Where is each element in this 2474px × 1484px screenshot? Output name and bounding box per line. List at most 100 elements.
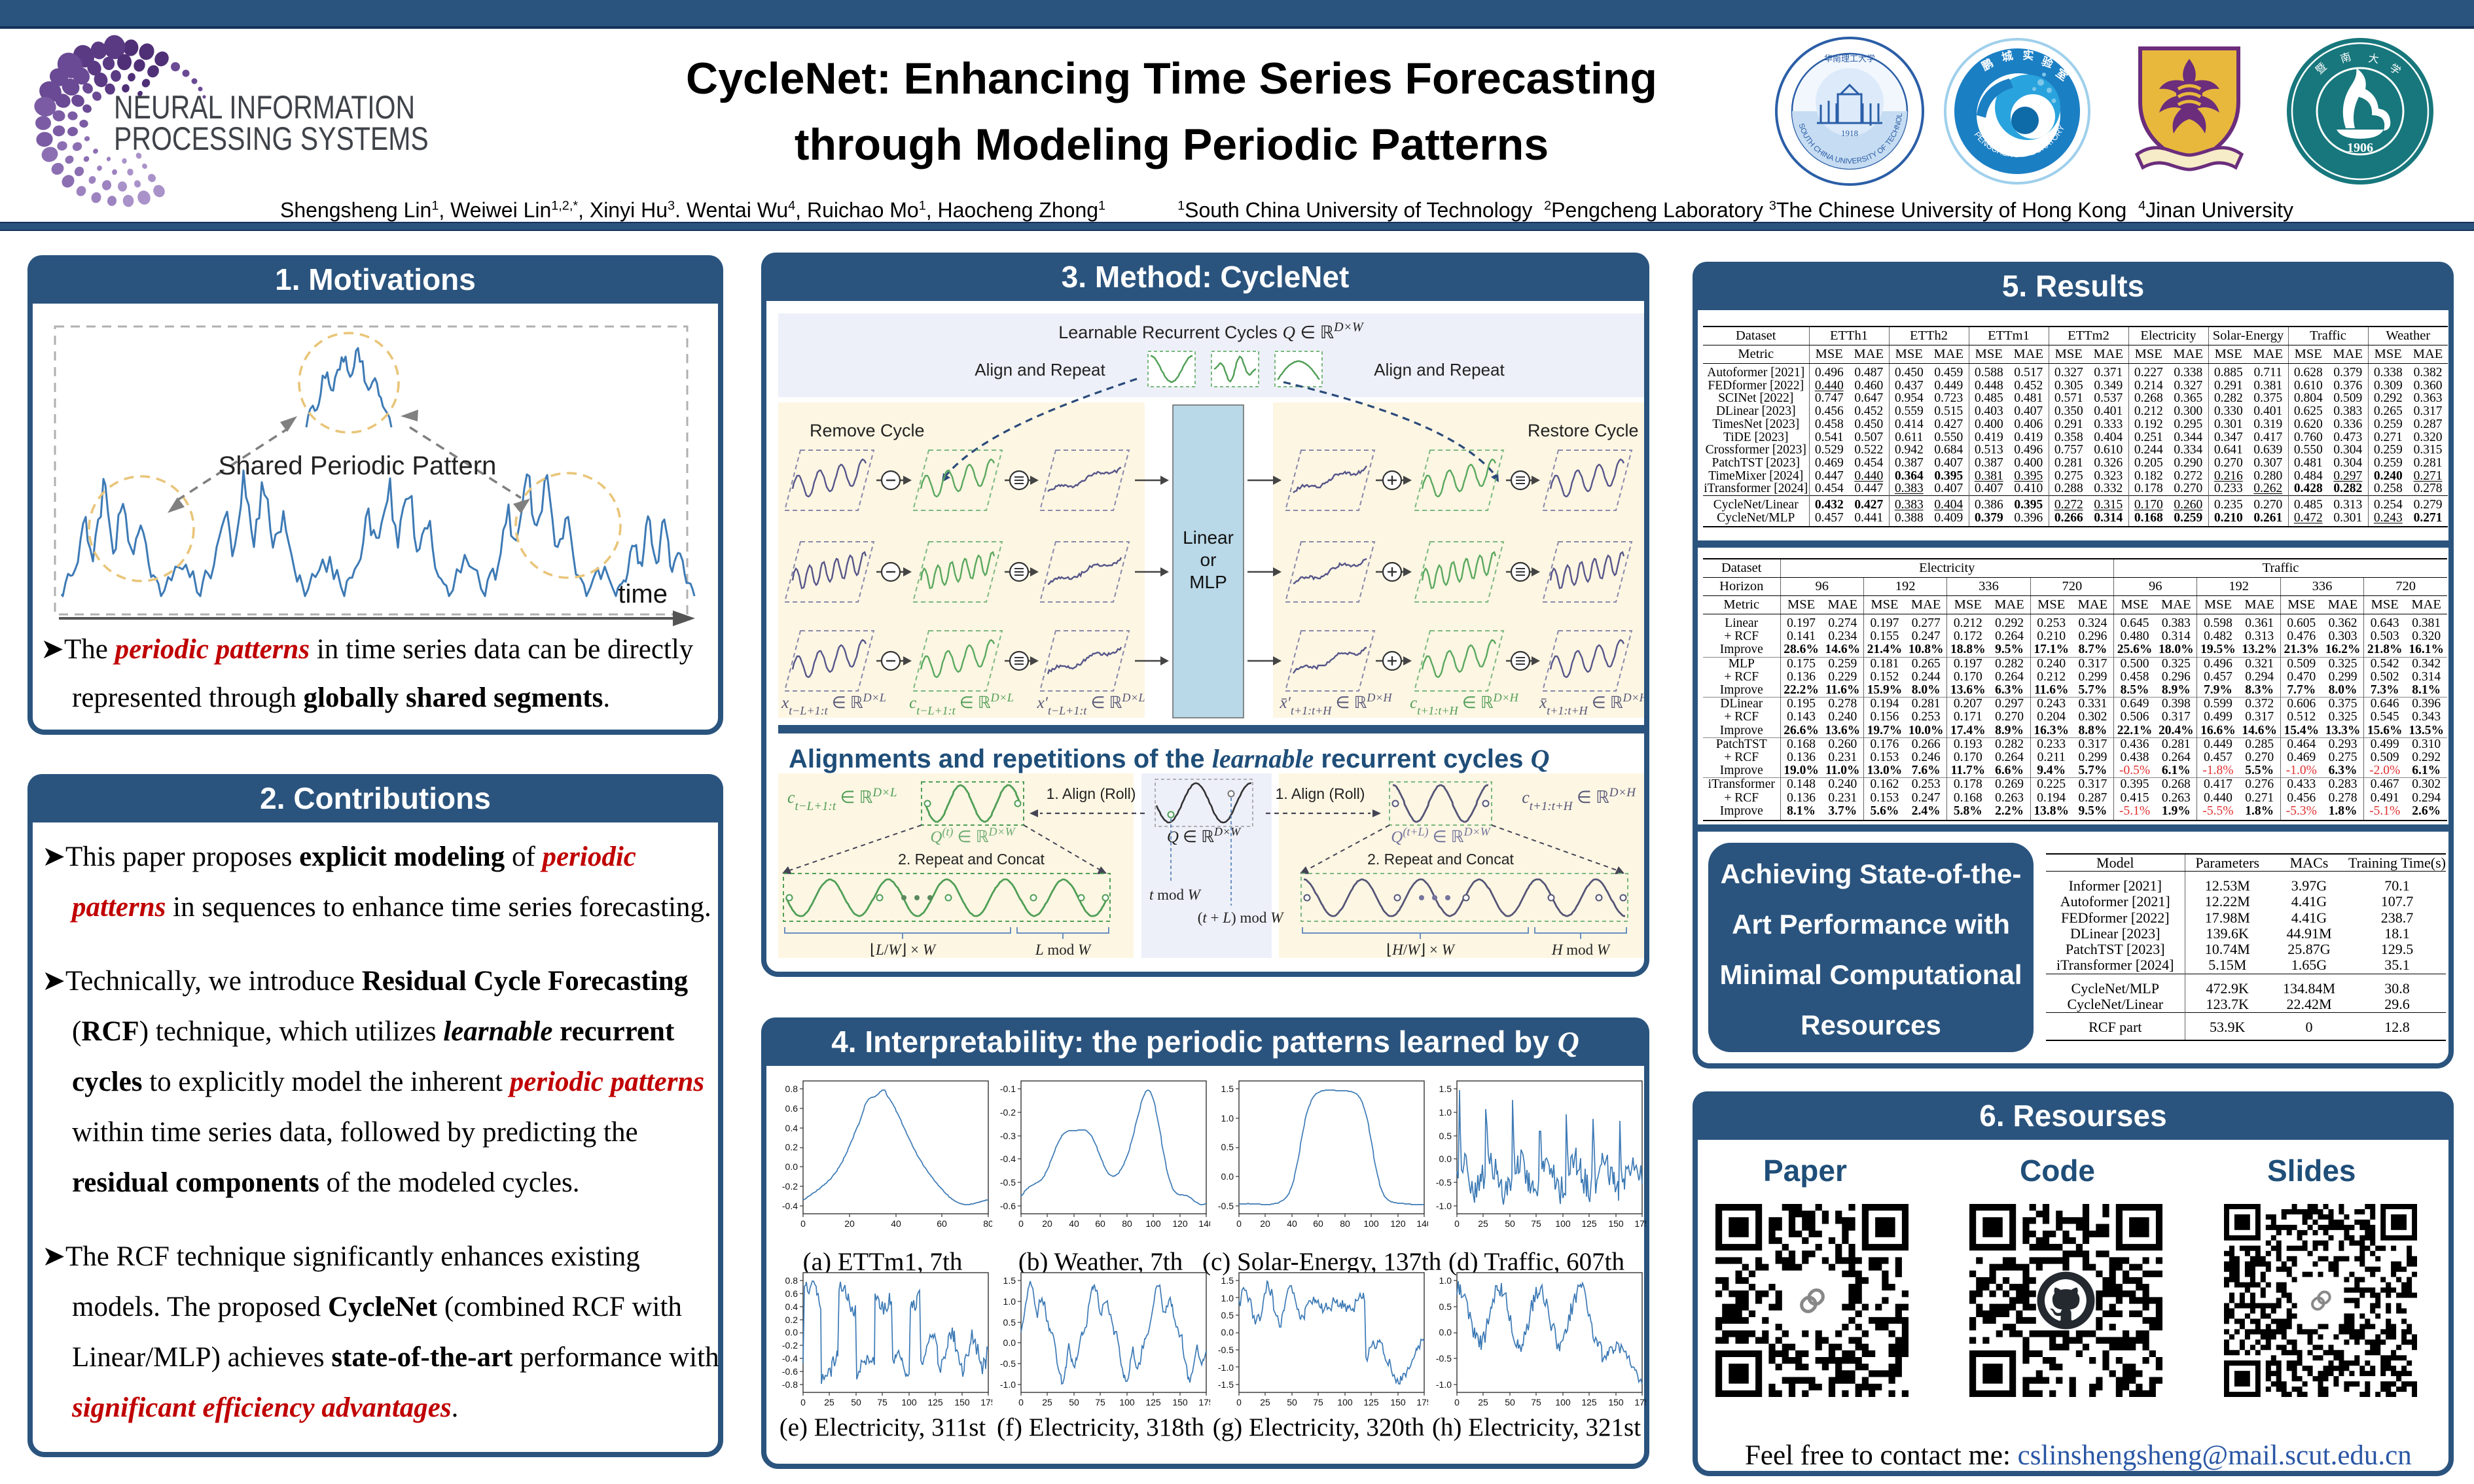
svg-text:150: 150: [1608, 1218, 1624, 1229]
svg-text:1.5: 1.5: [1003, 1275, 1016, 1286]
svg-text:0: 0: [1454, 1397, 1460, 1407]
svg-text:20: 20: [1042, 1218, 1052, 1229]
svg-text:0.6: 0.6: [785, 1103, 798, 1114]
svg-text:t mod W: t mod W: [1149, 887, 1202, 903]
svg-text:60: 60: [1313, 1218, 1323, 1229]
svg-text:-0.5: -0.5: [1436, 1177, 1452, 1188]
svg-text:1906: 1906: [2347, 141, 2373, 155]
svg-text:Align and Repeat: Align and Repeat: [975, 360, 1105, 380]
svg-text:1.0: 1.0: [1439, 1107, 1452, 1118]
svg-text:75: 75: [1095, 1397, 1105, 1407]
svg-text:Shared Periodic Pattern: Shared Periodic Pattern: [219, 451, 497, 480]
svg-text:100: 100: [1363, 1218, 1379, 1229]
svg-text:125: 125: [927, 1397, 943, 1407]
svg-text:-0.2: -0.2: [1000, 1107, 1016, 1118]
svg-text:150: 150: [1172, 1397, 1188, 1407]
svg-text:Learnable Recurrent Cycles Q ∈: Learnable Recurrent Cycles Q ∈ ℝD×W: [1058, 320, 1365, 342]
svg-text:-1.0: -1.0: [1436, 1201, 1452, 1211]
svg-text:-1.0: -1.0: [1436, 1379, 1452, 1390]
svg-text:-0.5: -0.5: [1218, 1345, 1234, 1355]
svg-text:0.6: 0.6: [785, 1288, 798, 1299]
svg-text:40: 40: [1069, 1218, 1079, 1229]
svg-text:⌊H/W⌋ × W: ⌊H/W⌋ × W: [1386, 942, 1456, 958]
svg-text:实: 实: [2022, 48, 2034, 62]
svg-text:80: 80: [983, 1218, 992, 1229]
svg-text:100: 100: [1337, 1397, 1353, 1407]
svg-text:140: 140: [1198, 1218, 1210, 1229]
svg-text:Align and Repeat: Align and Repeat: [1374, 360, 1505, 380]
svg-text:-0.4: -0.4: [782, 1201, 798, 1211]
svg-text:1918: 1918: [1841, 128, 1858, 138]
svg-text:0.5: 0.5: [1439, 1301, 1452, 1312]
svg-text:20: 20: [1260, 1218, 1270, 1229]
svg-text:75: 75: [1313, 1397, 1323, 1407]
svg-text:-0.3: -0.3: [1000, 1131, 1016, 1141]
svg-text:1.0: 1.0: [1439, 1275, 1452, 1286]
svg-text:25: 25: [1042, 1397, 1052, 1407]
svg-text:50: 50: [1505, 1397, 1515, 1407]
svg-text:140: 140: [1416, 1218, 1428, 1229]
svg-text:城: 城: [2000, 49, 2014, 64]
svg-text:50: 50: [1069, 1397, 1079, 1407]
svg-text:1.5: 1.5: [1439, 1084, 1452, 1094]
svg-text:50: 50: [851, 1397, 861, 1407]
svg-text:100: 100: [1119, 1397, 1135, 1407]
svg-text:1.0: 1.0: [1221, 1293, 1234, 1303]
svg-text:⌊L/W⌋ × W: ⌊L/W⌋ × W: [870, 942, 937, 958]
svg-text:75: 75: [1531, 1397, 1541, 1407]
svg-text:0: 0: [1236, 1218, 1242, 1229]
svg-text:175: 175: [1634, 1397, 1646, 1407]
svg-text:or: or: [1200, 550, 1217, 570]
svg-text:125: 125: [1145, 1397, 1161, 1407]
svg-text:0.5: 0.5: [1221, 1310, 1234, 1320]
svg-text:Remove Cycle: Remove Cycle: [810, 421, 925, 440]
svg-text:0: 0: [800, 1397, 806, 1407]
svg-text:2. Repeat and Concat: 2. Repeat and Concat: [898, 851, 1045, 868]
svg-text:-1.5: -1.5: [1218, 1379, 1234, 1390]
svg-text:0.0: 0.0: [785, 1327, 798, 1337]
svg-text:南: 南: [2339, 51, 2353, 65]
svg-text:175: 175: [980, 1397, 992, 1407]
svg-text:0.8: 0.8: [785, 1275, 798, 1286]
svg-text:150: 150: [1390, 1397, 1406, 1407]
svg-text:-0.5: -0.5: [1000, 1358, 1016, 1369]
svg-text:-0.5: -0.5: [1436, 1353, 1452, 1364]
svg-text:MLP: MLP: [1189, 572, 1227, 592]
svg-text:0: 0: [1454, 1218, 1460, 1229]
svg-text:25: 25: [824, 1397, 834, 1407]
svg-text:验: 验: [2040, 54, 2056, 71]
svg-text:100: 100: [901, 1397, 917, 1407]
svg-text:25: 25: [1260, 1397, 1270, 1407]
svg-text:80: 80: [1340, 1218, 1350, 1229]
svg-text:-0.5: -0.5: [1218, 1201, 1234, 1211]
svg-text:-0.6: -0.6: [1000, 1201, 1016, 1211]
svg-text:-1.0: -1.0: [1000, 1379, 1016, 1390]
svg-text:80: 80: [1122, 1218, 1132, 1229]
svg-text:time: time: [618, 580, 668, 609]
svg-text:150: 150: [1608, 1397, 1624, 1407]
svg-text:大: 大: [2367, 52, 2379, 65]
svg-text:175: 175: [1634, 1218, 1646, 1229]
svg-text:175: 175: [1198, 1397, 1210, 1407]
svg-text:-0.4: -0.4: [1000, 1154, 1016, 1164]
svg-text:100: 100: [1555, 1397, 1571, 1407]
svg-text:-0.8: -0.8: [782, 1379, 798, 1390]
svg-text:0.2: 0.2: [785, 1142, 798, 1152]
svg-text:0.8: 0.8: [785, 1084, 798, 1094]
svg-text:Alignments and repetitions of: Alignments and repetitions of the learna…: [789, 744, 1549, 773]
svg-text:40: 40: [1287, 1218, 1297, 1229]
svg-text:0.0: 0.0: [1003, 1337, 1016, 1348]
svg-text:0.5: 0.5: [1221, 1142, 1234, 1152]
svg-text:120: 120: [1390, 1218, 1406, 1229]
svg-text:-1.0: -1.0: [1218, 1362, 1234, 1373]
svg-text:0.0: 0.0: [1221, 1327, 1234, 1337]
svg-text:60: 60: [937, 1218, 947, 1229]
svg-text:0.4: 0.4: [785, 1301, 798, 1312]
svg-text:华南理工大学: 华南理工大学: [1824, 54, 1875, 63]
svg-text:1.5: 1.5: [1221, 1084, 1234, 1094]
svg-text:-0.6: -0.6: [782, 1366, 798, 1377]
svg-text:-0.4: -0.4: [782, 1353, 798, 1364]
svg-text:1. Align (Roll): 1. Align (Roll): [1047, 785, 1136, 802]
svg-text:L mod W: L mod W: [1035, 942, 1092, 958]
svg-text:Linear: Linear: [1183, 527, 1234, 548]
